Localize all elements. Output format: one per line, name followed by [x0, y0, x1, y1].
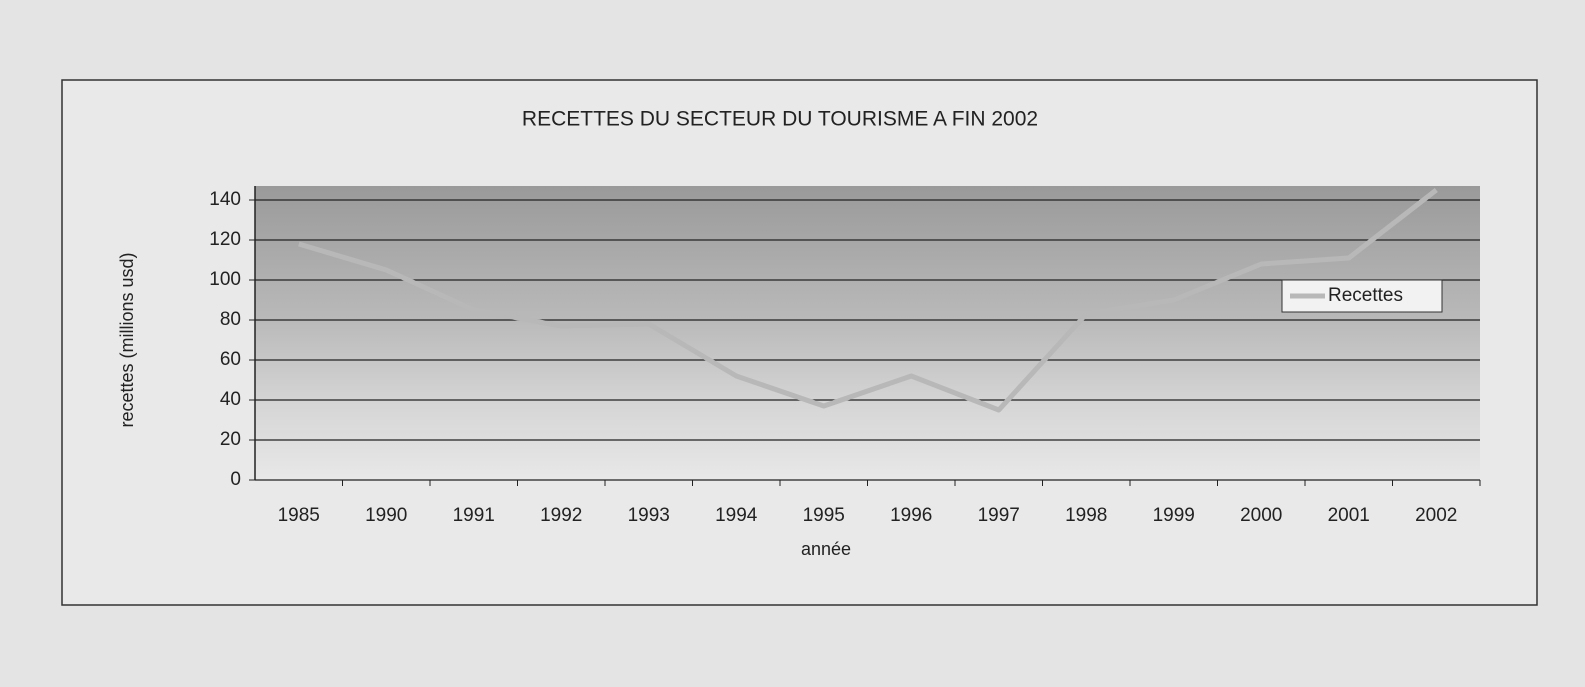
x-tick-label: 2001: [1328, 505, 1370, 526]
y-tick-label: 120: [209, 229, 241, 250]
x-tick-label: 1999: [1153, 505, 1195, 526]
x-tick-label: 1998: [1065, 505, 1107, 526]
x-tick-label: 2000: [1240, 505, 1282, 526]
x-tick-label: 1997: [978, 505, 1020, 526]
x-tick-label: 1985: [278, 505, 320, 526]
y-tick-label: 60: [220, 349, 241, 370]
x-tick-label: 2002: [1415, 505, 1457, 526]
plot-area: [255, 186, 1480, 480]
y-tick-label: 140: [209, 189, 241, 210]
x-tick-label: 1990: [365, 505, 407, 526]
x-tick-label: 1996: [890, 505, 932, 526]
x-tick-label: 1994: [715, 505, 758, 526]
legend-label: Recettes: [1328, 285, 1403, 306]
x-tick-label: 1992: [540, 505, 582, 526]
chart-title: RECETTES DU SECTEUR DU TOURISME A FIN 20…: [522, 108, 1038, 131]
y-tick-label: 40: [220, 389, 241, 410]
y-tick-label: 0: [230, 469, 241, 490]
legend: Recettes: [1281, 279, 1443, 313]
x-tick-label: 1995: [803, 505, 845, 526]
y-tick-label: 80: [220, 309, 241, 330]
data-line: [298, 188, 1438, 413]
x-tick-label: 1991: [453, 505, 495, 526]
x-tick-label: 1993: [628, 505, 670, 526]
y-axis-label: recettes (millions usd): [117, 252, 137, 427]
y-tick-label: 20: [220, 429, 241, 450]
x-axis-label: année: [801, 539, 851, 559]
y-tick-label: 100: [209, 269, 241, 290]
